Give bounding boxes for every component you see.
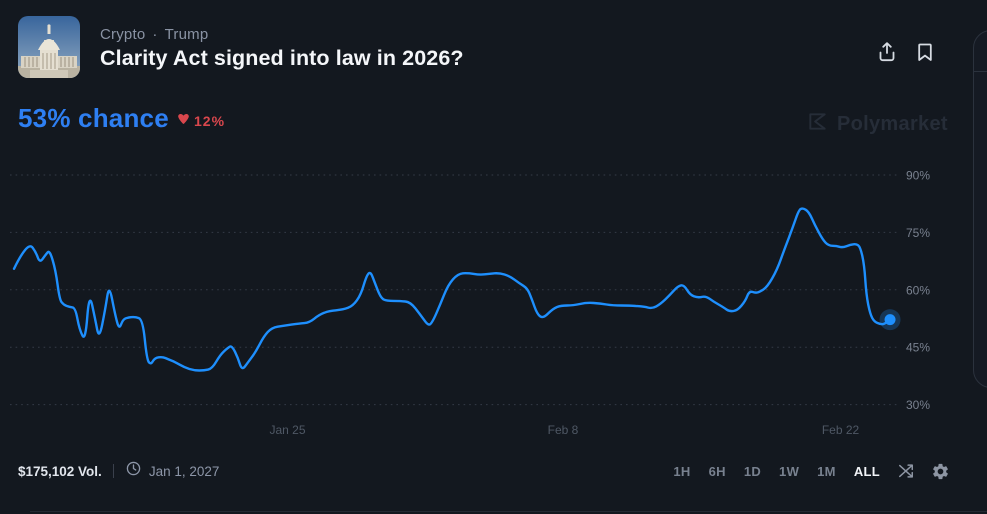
x-tick-label: Feb 8 [548, 423, 579, 437]
range-button-1h[interactable]: 1H [670, 462, 693, 481]
y-tick-label: 90% [906, 169, 930, 183]
x-tick-label: Feb 22 [822, 423, 860, 437]
section-divider [30, 511, 987, 512]
resolution-date-wrap: Jan 1, 2027 [125, 460, 220, 482]
y-tick-label: 30% [906, 398, 930, 412]
gear-icon [929, 462, 951, 481]
price-line-path[interactable] [12, 207, 892, 372]
range-button-6h[interactable]: 6H [706, 462, 729, 481]
share-button[interactable] [875, 39, 901, 65]
y-tick-label: 60% [906, 283, 930, 297]
resolution-date: Jan 1, 2027 [148, 463, 220, 479]
range-button-1w[interactable]: 1W [776, 462, 802, 481]
range-button-all[interactable]: ALL [851, 462, 883, 481]
endpoint-dot [884, 314, 896, 326]
brand-watermark-text: Polymarket [837, 112, 948, 135]
trade-card-divider [974, 71, 987, 72]
change-percent: 12% [194, 113, 226, 129]
bookmark-icon [913, 40, 939, 64]
y-tick-label: 75% [906, 226, 930, 240]
capitol-image [18, 16, 80, 78]
down-change-icon [177, 112, 190, 130]
crossed-arrows-icon [895, 461, 917, 481]
trade-card-edge [973, 30, 987, 388]
breadcrumb-separator: · [152, 26, 158, 43]
market-title: Clarity Act signed into law in 2026? [100, 46, 464, 70]
y-tick-label: 45% [906, 341, 930, 355]
brand-watermark: Polymarket [806, 110, 948, 138]
bookmark-button[interactable] [913, 39, 939, 65]
breadcrumb-category[interactable]: Crypto [100, 26, 146, 43]
chart-settings-button[interactable] [929, 460, 951, 482]
volume-label: $175,102 Vol. [18, 463, 102, 479]
probability-value: 53% chance [18, 103, 169, 133]
breadcrumb-tag[interactable]: Trump [164, 26, 209, 43]
market-meta: $175,102 Vol. Jan 1, 2027 [18, 460, 219, 482]
share-up-arrow-icon [875, 40, 901, 64]
compare-button[interactable] [895, 460, 917, 482]
x-tick-label: Jan 25 [269, 423, 305, 437]
polymarket-mark-icon [806, 110, 829, 138]
meta-divider [112, 464, 114, 478]
time-range-selector: 1H 6H 1D 1W 1M ALL [670, 459, 951, 483]
range-button-1m[interactable]: 1M [814, 462, 839, 481]
range-button-1d[interactable]: 1D [741, 462, 764, 481]
breadcrumb: Crypto · Trump [100, 26, 208, 43]
clock-icon [125, 460, 142, 482]
market-thumbnail [18, 16, 80, 78]
probability-change: 12% [177, 112, 225, 130]
